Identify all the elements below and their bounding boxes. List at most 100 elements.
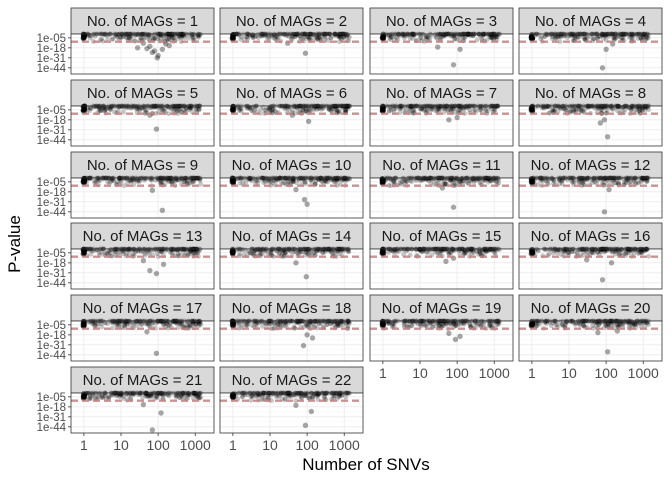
outlier-point	[293, 260, 299, 266]
data-point	[572, 33, 578, 39]
data-point	[245, 319, 251, 325]
outlier-point	[435, 44, 441, 50]
outlier-point	[300, 342, 307, 349]
data-point	[244, 34, 250, 40]
data-point	[447, 32, 453, 37]
facet-panel: No. of MAGs = 4	[518, 7, 663, 75]
outlier-point	[166, 42, 172, 49]
data-point	[558, 34, 564, 40]
data-point	[451, 106, 456, 111]
outlier-point	[457, 333, 463, 340]
data-point	[339, 35, 345, 41]
outlier-point	[606, 186, 612, 193]
y-tick-label: 1e-44	[37, 135, 67, 147]
data-point	[198, 181, 204, 187]
data-point	[179, 32, 185, 38]
x-tick-label: 10	[412, 365, 428, 381]
data-point	[316, 34, 322, 40]
data-point	[550, 250, 556, 256]
data-point	[183, 247, 189, 253]
data-point	[167, 32, 172, 37]
data-point	[480, 32, 486, 37]
facet-strip	[70, 79, 215, 107]
data-point	[162, 176, 168, 181]
data-point	[630, 32, 636, 37]
facet-strip-label: No. of MAGs = 15	[382, 228, 502, 245]
data-point	[562, 33, 568, 39]
data-point	[561, 33, 567, 39]
data-point	[149, 321, 155, 326]
data-point	[550, 34, 556, 40]
data-point	[341, 34, 347, 39]
data-point	[182, 35, 187, 41]
data-point	[417, 35, 423, 41]
outlier-point	[601, 117, 608, 123]
outlier-point	[305, 118, 312, 125]
data-point	[306, 36, 312, 42]
data-point	[424, 34, 430, 40]
data-point	[124, 35, 129, 40]
outlier-point	[149, 187, 156, 194]
data-point	[640, 34, 646, 40]
data-point	[179, 33, 185, 39]
data-point	[111, 319, 117, 324]
data-point	[387, 319, 393, 325]
data-point	[475, 176, 481, 182]
outlier-point	[443, 258, 449, 265]
data-point	[544, 32, 550, 38]
data-point	[179, 32, 185, 37]
data-point	[132, 33, 138, 39]
data-point	[612, 36, 618, 41]
data-point	[171, 247, 177, 253]
data-point	[183, 105, 189, 111]
data-point	[126, 104, 132, 109]
data-point	[590, 36, 596, 42]
data-point	[488, 32, 494, 38]
data-point	[644, 36, 650, 42]
data-point	[92, 33, 98, 39]
data-point	[417, 247, 423, 253]
data-point	[96, 250, 102, 256]
data-point	[541, 34, 547, 40]
data-point	[443, 32, 449, 38]
data-point	[300, 36, 306, 42]
data-point	[289, 36, 295, 42]
data-point	[387, 176, 393, 182]
data-point	[253, 178, 259, 183]
data-point	[138, 32, 144, 37]
data-point	[612, 33, 618, 39]
data-point	[135, 32, 140, 38]
data-point	[462, 35, 467, 41]
outlier-point	[304, 332, 310, 338]
data-point	[229, 107, 235, 113]
data-point	[322, 34, 328, 40]
facet-panel: No. of MAGs = 2	[219, 7, 364, 75]
data-point	[108, 250, 113, 256]
data-point	[167, 33, 173, 39]
data-point	[614, 34, 620, 40]
facet-strip-label: No. of MAGs = 8	[535, 85, 646, 102]
data-point	[556, 34, 562, 40]
data-point	[427, 36, 433, 41]
data-point	[409, 32, 415, 37]
data-point	[103, 106, 108, 112]
outlier-point	[159, 46, 166, 53]
data-point	[293, 32, 299, 38]
data-point	[538, 36, 543, 42]
outlier-point	[160, 261, 167, 268]
data-point	[584, 33, 590, 39]
data-point	[380, 35, 386, 41]
data-point	[470, 33, 476, 39]
data-point	[603, 33, 609, 39]
data-point	[624, 176, 630, 182]
data-point	[561, 249, 566, 255]
y-tick-label: 1e-44	[37, 278, 67, 290]
data-point	[434, 36, 440, 41]
data-point	[80, 104, 86, 110]
data-point	[104, 32, 110, 38]
data-point	[184, 32, 190, 38]
outlier-point	[151, 48, 158, 54]
data-point	[87, 33, 93, 39]
data-point	[401, 35, 407, 41]
data-point	[323, 247, 329, 253]
